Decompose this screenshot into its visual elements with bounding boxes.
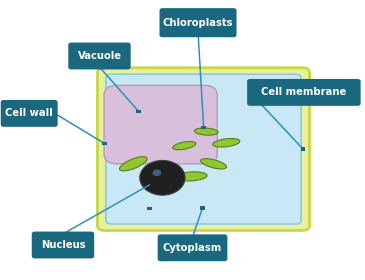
FancyBboxPatch shape <box>247 79 361 106</box>
FancyBboxPatch shape <box>201 125 206 129</box>
Ellipse shape <box>176 172 207 181</box>
Circle shape <box>140 160 185 195</box>
Ellipse shape <box>119 157 147 171</box>
Circle shape <box>153 169 161 176</box>
FancyBboxPatch shape <box>160 8 237 37</box>
Ellipse shape <box>213 139 240 147</box>
Text: Nucleus: Nucleus <box>41 240 85 250</box>
FancyBboxPatch shape <box>301 147 305 151</box>
FancyBboxPatch shape <box>102 142 107 145</box>
FancyBboxPatch shape <box>104 85 217 164</box>
Text: Cell wall: Cell wall <box>5 108 53 118</box>
FancyBboxPatch shape <box>32 232 94 258</box>
FancyBboxPatch shape <box>106 74 301 224</box>
Ellipse shape <box>200 159 227 169</box>
Ellipse shape <box>173 141 196 150</box>
Text: Chloroplasts: Chloroplasts <box>163 18 233 28</box>
Ellipse shape <box>195 128 218 135</box>
Text: Cytoplasm: Cytoplasm <box>163 243 222 253</box>
Text: Cell membrane: Cell membrane <box>261 87 346 97</box>
FancyBboxPatch shape <box>147 207 152 211</box>
Ellipse shape <box>144 175 174 186</box>
FancyBboxPatch shape <box>200 206 205 209</box>
FancyBboxPatch shape <box>68 43 131 69</box>
FancyBboxPatch shape <box>158 234 227 261</box>
FancyBboxPatch shape <box>136 109 141 113</box>
FancyBboxPatch shape <box>97 68 310 230</box>
Text: Vacuole: Vacuole <box>77 51 122 61</box>
FancyBboxPatch shape <box>1 100 58 127</box>
